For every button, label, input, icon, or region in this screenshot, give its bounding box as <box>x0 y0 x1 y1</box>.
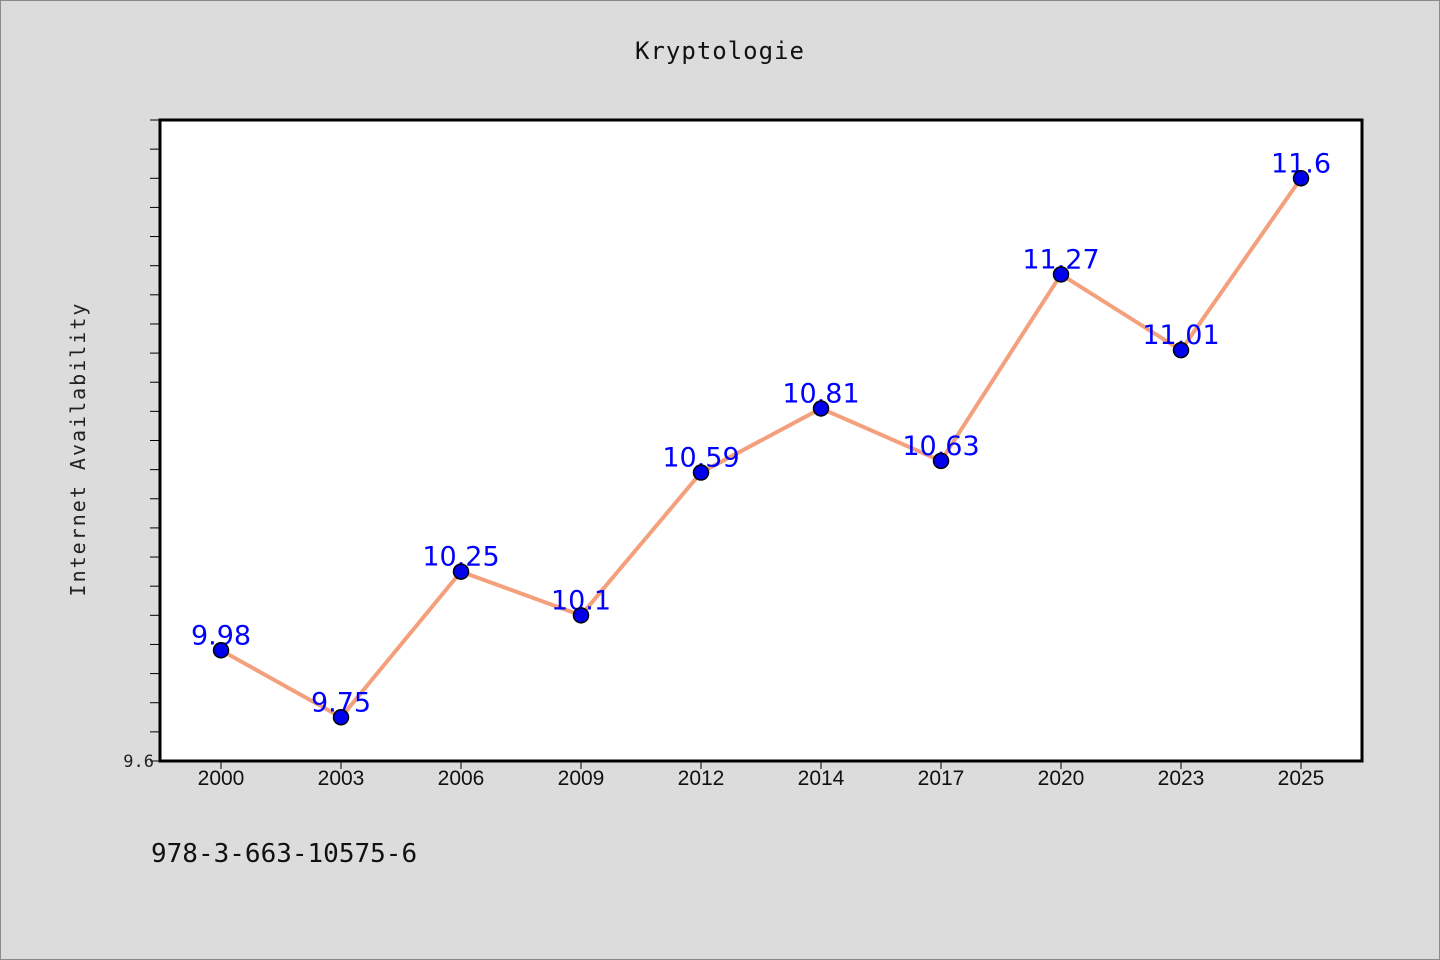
data-point <box>1292 170 1310 187</box>
x-tick-label: 2003 <box>318 767 365 790</box>
x-tick-label: 2014 <box>798 767 845 790</box>
y-axis-ticks: 9.6 <box>123 119 160 772</box>
series-line <box>220 177 1303 720</box>
x-tick-label: 2000 <box>198 767 245 790</box>
data-point <box>1052 266 1070 283</box>
chart-title: Kryptologie <box>635 37 805 65</box>
y-tick-label: 9.6 <box>123 752 154 772</box>
data-markers <box>212 170 1310 726</box>
data-point <box>452 563 470 580</box>
x-tick-label: 2009 <box>558 767 605 790</box>
x-tick-label: 2025 <box>1278 767 1325 790</box>
x-tick-label: 2020 <box>1038 767 1085 790</box>
data-point <box>212 642 230 659</box>
footer-isbn: 978-3-663-10575-6 <box>151 839 418 869</box>
x-tick-label: 2012 <box>678 767 725 790</box>
x-axis-ticks: 2000 2003 2006 2009 2012 2014 2017 2020 2023 2025 <box>198 761 1325 790</box>
x-tick-label: 2006 <box>438 767 485 790</box>
data-point <box>932 452 950 470</box>
data-point <box>572 607 590 624</box>
x-tick-label: 2017 <box>918 767 965 790</box>
data-point <box>332 709 350 726</box>
data-point <box>692 464 710 481</box>
data-point <box>812 400 830 417</box>
data-point <box>1172 341 1190 359</box>
x-tick-label: 2023 <box>1158 767 1205 790</box>
